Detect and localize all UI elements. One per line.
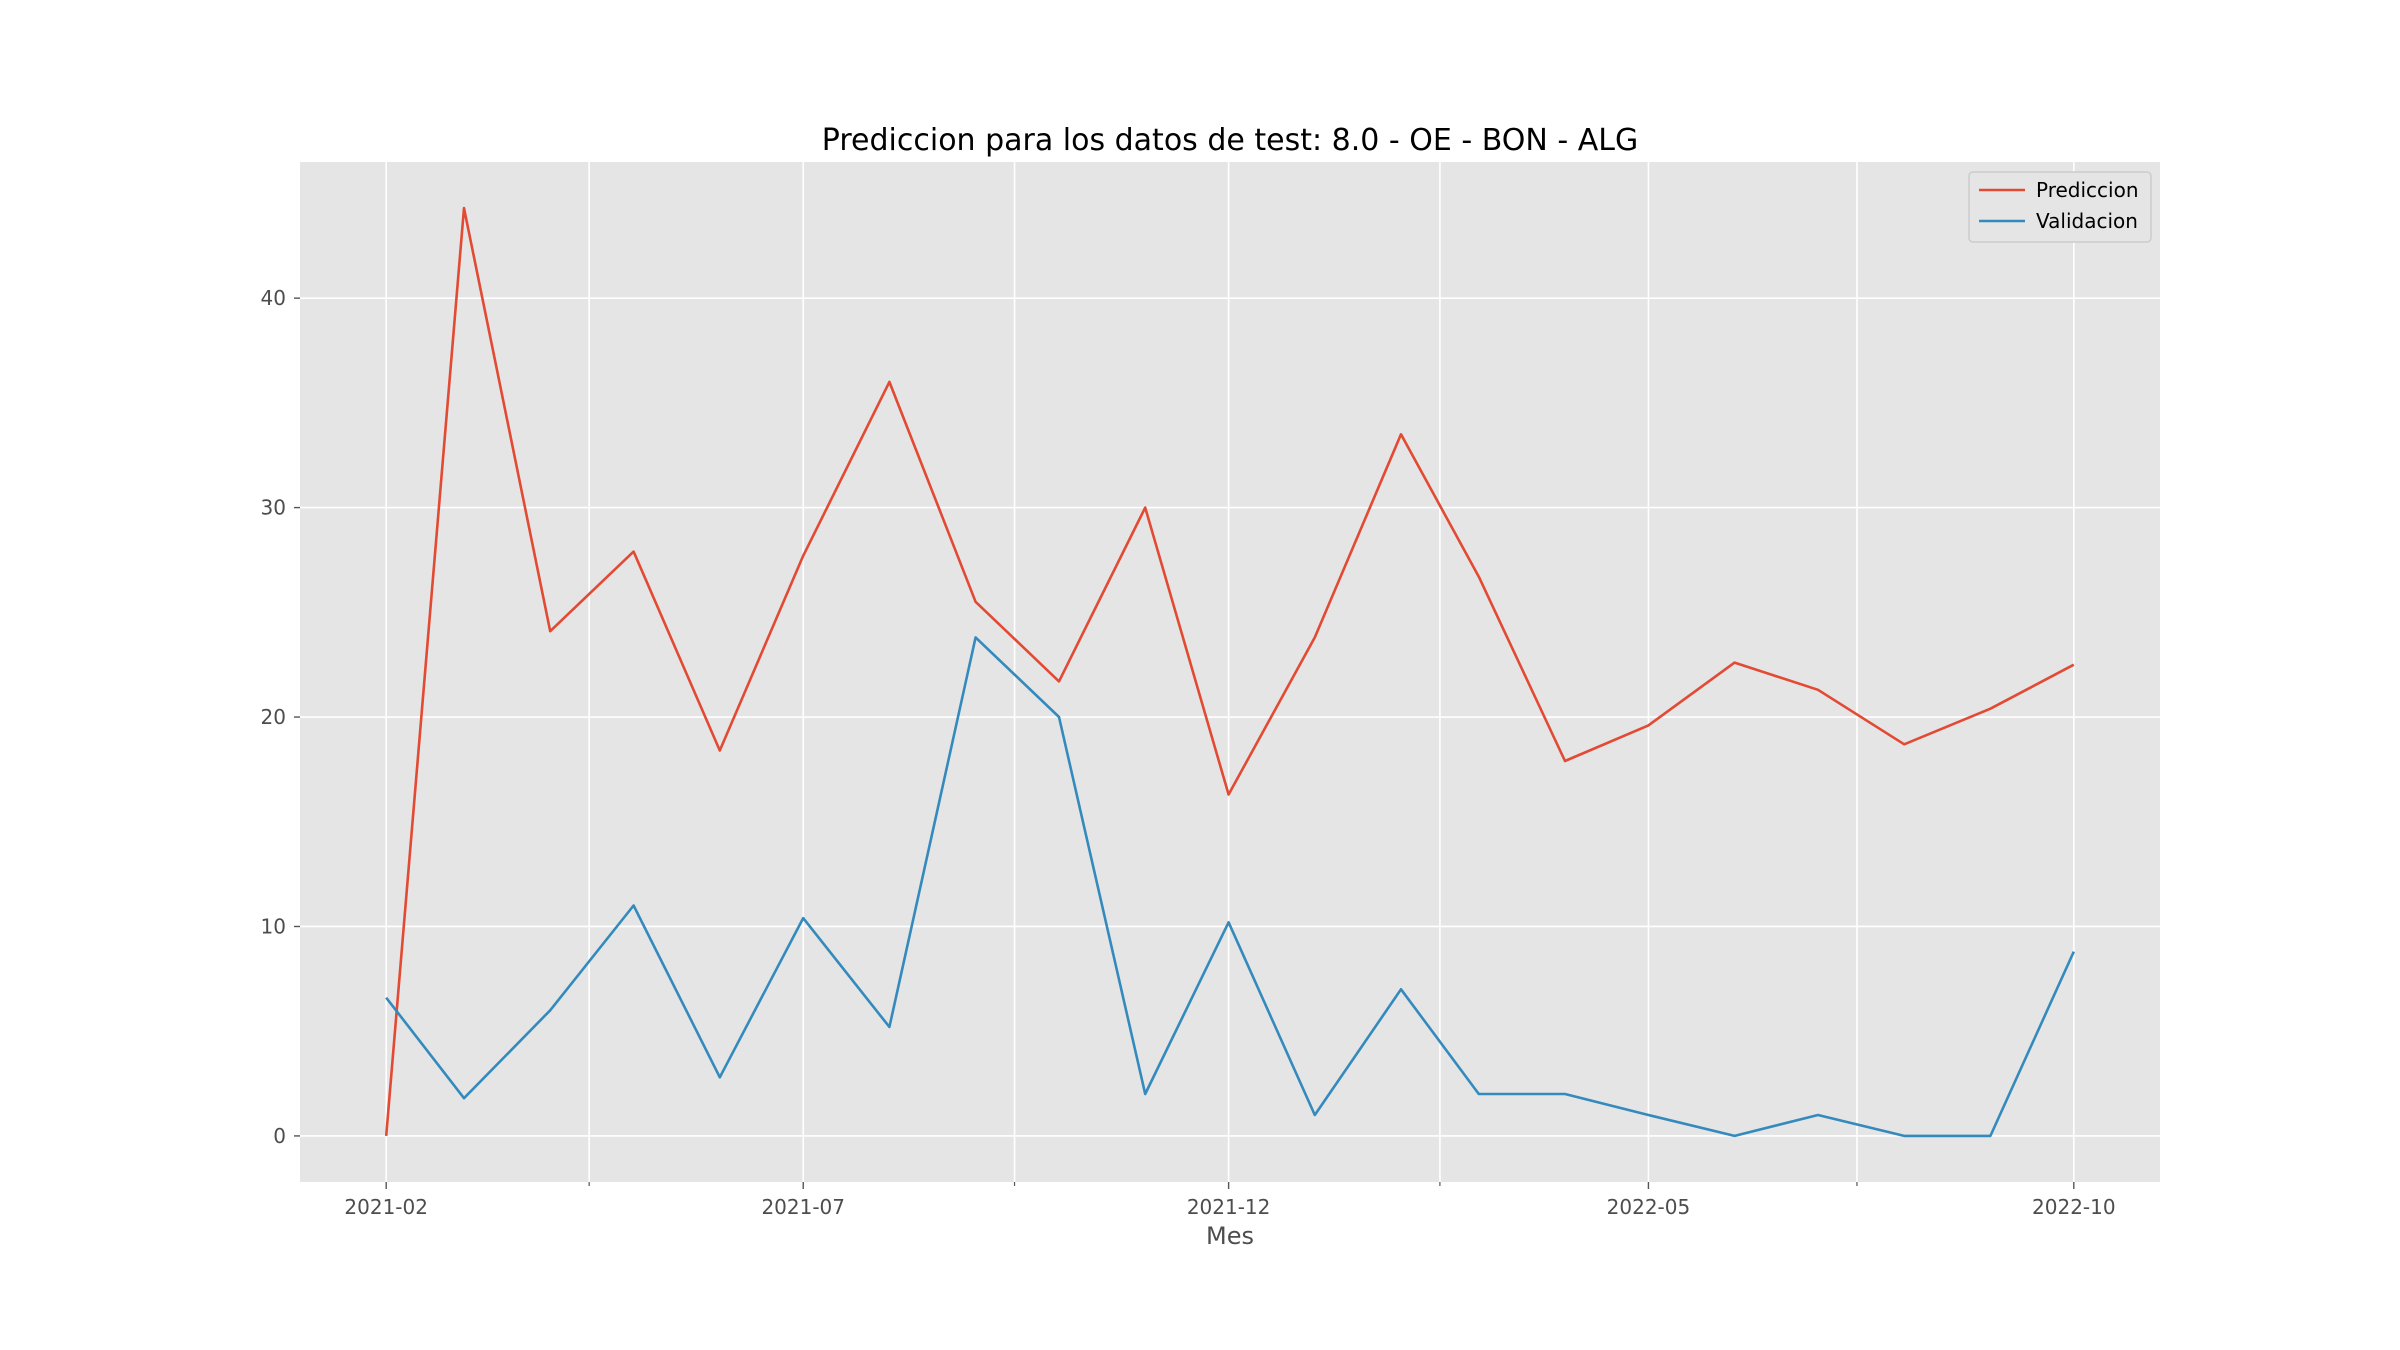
x-tick-label-2021-12: 2021-12 xyxy=(1187,1195,1271,1219)
plot-background xyxy=(300,162,2160,1182)
y-tick-label-0: 0 xyxy=(273,1124,286,1148)
x-axis-ticks: 2021-02 2021-07 2021-12 2022-05 2022-10 xyxy=(344,1182,2116,1219)
legend: Prediccion Validacion xyxy=(1968,171,2152,243)
x-axis-label: Mes xyxy=(1206,1222,1254,1250)
series-line-prediccion xyxy=(384,206,2075,1137)
y-tick-label-10: 10 xyxy=(261,914,286,938)
y-axis-ticks: 0 10 20 30 40 xyxy=(261,286,300,1148)
legend-label-validacion: Validacion xyxy=(2036,209,2138,233)
x-tick-label-2022-05: 2022-05 xyxy=(1607,1195,1691,1219)
legend-label-prediccion: Prediccion xyxy=(2036,178,2139,202)
grid-lines xyxy=(300,162,2160,1182)
series-lines xyxy=(384,206,2075,1138)
x-tick-label-2022-10: 2022-10 xyxy=(2032,1195,2116,1219)
x-tick-label-2021-02: 2021-02 xyxy=(344,1195,428,1219)
series-line-validacion xyxy=(385,636,2075,1138)
x-tick-label-2021-07: 2021-07 xyxy=(761,1195,845,1219)
y-tick-label-20: 20 xyxy=(261,705,286,729)
y-tick-label-30: 30 xyxy=(261,496,286,520)
chart-title: Prediccion para los datos de test: 8.0 -… xyxy=(822,123,1638,158)
y-tick-label-40: 40 xyxy=(261,286,286,310)
